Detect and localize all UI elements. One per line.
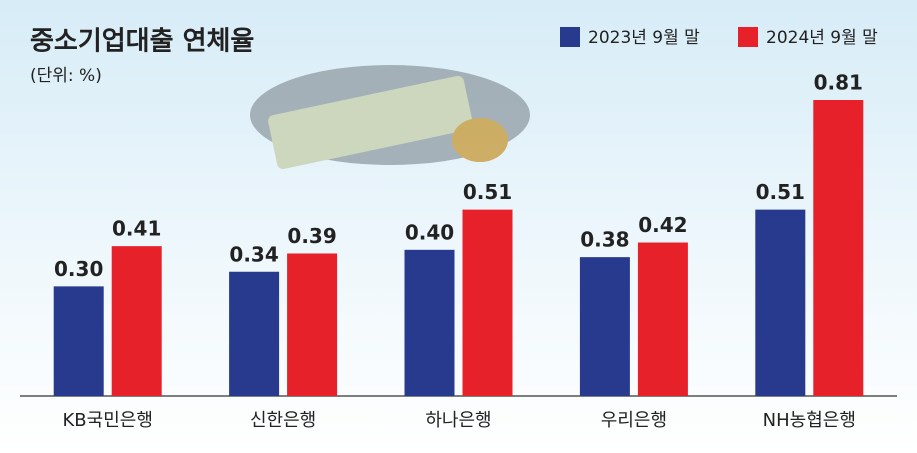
bar: [579, 257, 630, 396]
value-label: 0.42: [638, 213, 687, 237]
x-tick-label: 하나은행: [425, 410, 491, 431]
value-label: 0.51: [756, 180, 805, 204]
value-label: 0.38: [580, 228, 629, 252]
bar: [755, 209, 806, 396]
x-tick-label: NH농협은행: [763, 410, 856, 431]
x-tick-label: 우리은행: [601, 410, 667, 431]
bar: [404, 249, 455, 396]
bar: [462, 209, 513, 396]
x-tick-label: 신한은행: [250, 410, 316, 431]
value-label: 0.41: [112, 217, 161, 241]
bar: [813, 100, 864, 396]
x-tick-label: KB국민은행: [62, 410, 152, 431]
legend-label: 2024년 9월 말: [766, 28, 878, 48]
chart-title: 중소기업대출 연체율: [30, 27, 254, 57]
chart-subtitle: (단위: %): [30, 66, 102, 86]
legend-label: 2023년 9월 말: [588, 28, 700, 48]
bar: [637, 242, 688, 396]
legend-swatch: [560, 27, 580, 47]
value-label: 0.39: [287, 224, 336, 248]
bar: [229, 271, 280, 396]
value-label: 0.40: [405, 220, 454, 244]
bar: [111, 246, 162, 396]
value-label: 0.51: [463, 180, 512, 204]
value-label: 0.81: [814, 71, 863, 95]
value-label: 0.30: [54, 257, 103, 281]
legend-swatch: [738, 27, 758, 47]
bar: [53, 286, 104, 396]
value-label: 0.34: [229, 242, 278, 266]
decoration: [250, 65, 530, 170]
bar: [287, 253, 338, 396]
